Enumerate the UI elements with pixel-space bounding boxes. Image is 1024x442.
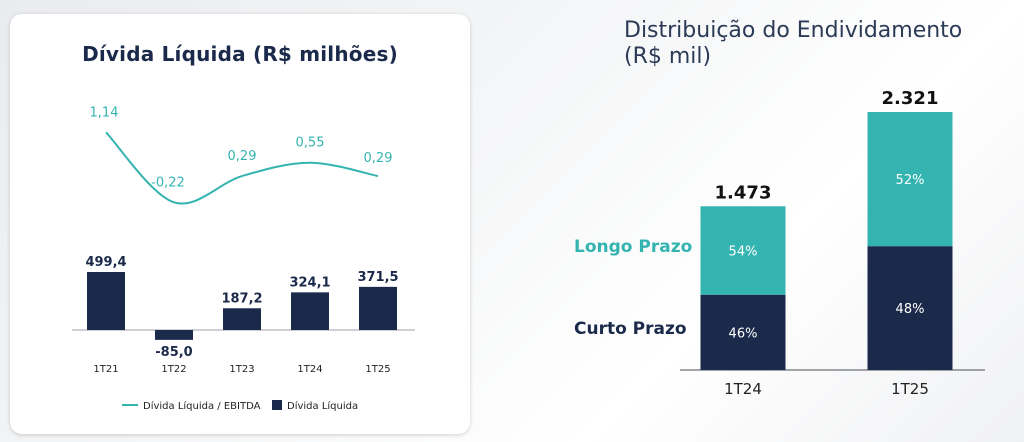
legend-label-net-debt: Dívida Líquida: [287, 400, 358, 412]
net-debt-ebitda-label: -0,22: [151, 175, 185, 190]
net-debt-card: Dívida Líquida (R$ milhões): [10, 14, 470, 434]
x-tick-label: 1T22: [161, 364, 186, 375]
longo-prazo-segment: [867, 112, 953, 247]
legend-box-swatch: [272, 400, 282, 410]
net-debt-bar-label: 187,2: [221, 291, 262, 306]
x-tick-label: 1T23: [229, 364, 254, 375]
net-debt-ebitda-line: [105, 131, 379, 205]
net-debt-chart-title: Dívida Líquida (R$ milhões): [82, 42, 398, 66]
net-debt-ebitda-label: 1,14: [90, 105, 119, 120]
debt-distribution-title: Distribuição do Endividamento (R$ mil): [624, 18, 1004, 70]
net-debt-bar: [87, 272, 125, 330]
longo-prazo-segment: [700, 206, 786, 295]
total-label: 2.321: [882, 88, 939, 109]
net-debt-bar: [359, 286, 397, 330]
x-tick-label: 1T21: [93, 364, 118, 375]
net-debt-ebitda-label: 0,29: [364, 151, 393, 166]
total-label: 1.473: [715, 182, 772, 203]
debt-distribution-title-line2: (R$ mil): [624, 44, 712, 69]
curto-prazo-pct-label: 48%: [896, 302, 925, 317]
net-debt-bar-label: 324,1: [289, 275, 330, 290]
curto-prazo-segment: [867, 246, 953, 370]
net-debt-ebitda-label: 0,29: [228, 149, 257, 164]
net-debt-bar-label: 371,5: [357, 270, 398, 285]
curto-prazo-pct-label: 46%: [729, 326, 758, 341]
curto-prazo-segment: [700, 294, 786, 370]
net-debt-bar: [155, 330, 193, 340]
net-debt-bar-label: -85,0: [155, 345, 192, 360]
x-tick-label: 1T24: [297, 364, 322, 375]
longo-prazo-pct-label: 54%: [729, 244, 758, 259]
x-tick-label: 1T24: [724, 380, 762, 398]
net-debt-bar: [291, 292, 329, 330]
debt-distribution-title-line1: Distribuição do Endividamento: [624, 18, 963, 43]
series-label-longo-prazo: Longo Prazo: [574, 237, 692, 257]
net-debt-ebitda-label: 0,55: [296, 136, 325, 151]
longo-prazo-pct-label: 52%: [896, 173, 925, 188]
net-debt-bar: [223, 308, 261, 330]
net-debt-bar-label: 499,4: [85, 255, 126, 270]
x-tick-label: 1T25: [365, 364, 390, 375]
legend-label-ebitda: Dívida Líquida / EBITDA: [143, 400, 261, 412]
x-tick-label: 1T25: [891, 380, 929, 398]
series-label-curto-prazo: Curto Prazo: [574, 319, 687, 339]
